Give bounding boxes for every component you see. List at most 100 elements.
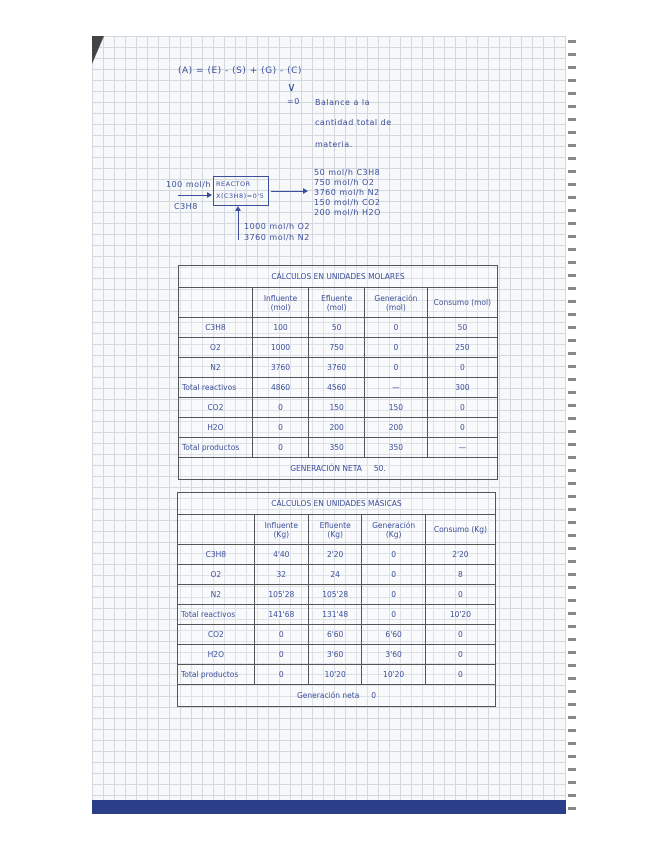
table-cell: 0	[424, 664, 497, 685]
table-cell: 0	[361, 604, 426, 625]
table-title: CÁLCULOS EN UNIDADES MOLARES	[178, 265, 498, 288]
note-line-1: Balance a la	[315, 98, 371, 107]
table-cell: 2'20	[307, 544, 363, 565]
table-cell: 24	[307, 564, 363, 585]
table-row: N2 105'28 105'28 0 0	[177, 584, 497, 605]
table-cell: Total reactivos	[178, 377, 253, 398]
column-header	[177, 514, 255, 545]
reactor-label: REACTOR	[216, 180, 251, 188]
table-cell: 8	[424, 564, 497, 585]
table-cell: 0	[253, 624, 309, 645]
table-cell: 4560	[308, 377, 366, 398]
table-cell: 0	[361, 544, 426, 565]
table-cell: 0	[251, 437, 310, 458]
table-title: CÁLCULOS EN UNIDADES MÁSICAS	[177, 492, 496, 515]
table-cell: 200	[308, 417, 366, 438]
notebook-cover-edge	[92, 800, 566, 814]
table-cell: 3760	[251, 357, 310, 378]
table-cell: CO2	[177, 624, 255, 645]
air-arrow	[235, 206, 241, 240]
reactor-box	[213, 176, 269, 206]
column-header: Consumo (Kg)	[424, 514, 497, 545]
table-cell: 0	[253, 664, 309, 685]
table-cell: 1000	[251, 337, 310, 358]
table-cell: 350	[308, 437, 366, 458]
input-species: C3H8	[174, 202, 198, 211]
output-arrow	[271, 188, 308, 194]
column-header: Generación (Kg)	[361, 514, 426, 545]
table-row: CO2 0 150 150 0	[178, 397, 499, 418]
table-cell: 0	[364, 317, 428, 338]
table-row: Total productos 0 350 350—	[178, 437, 499, 458]
table-cell: 50	[308, 317, 366, 338]
table-cell: 10'20	[307, 664, 363, 685]
table-cell: C3H8	[177, 544, 255, 565]
table-cell: 131'48	[307, 604, 363, 625]
table-cell: 0	[426, 397, 499, 418]
table-row: Total productos 0 10'20 10'20 0	[177, 664, 497, 685]
input-arrow	[178, 192, 212, 198]
equals-zero: =0	[287, 97, 300, 106]
table-cell: 6'60	[307, 624, 363, 645]
table-cell: 0	[361, 584, 426, 605]
table-cell: 3760	[308, 357, 366, 378]
table-row: O2 1000 750 0 250	[178, 337, 499, 358]
table-cell: 0	[251, 397, 310, 418]
table-cell: 0	[424, 644, 497, 665]
table-cell: N2	[177, 584, 255, 605]
column-header: Efluente (Kg)	[307, 514, 363, 545]
column-header: Consumo (mol)	[426, 287, 499, 318]
table-row: Total reactivos 4860 4560—300	[178, 377, 499, 398]
air-input-o2: 1000 mol/h O2	[244, 222, 311, 231]
table-cell: 4'40	[253, 544, 309, 565]
table-cell: 0	[253, 644, 309, 665]
output-item: 750 mol/h O2	[314, 178, 375, 187]
balance-equation: (A) = (E) - (S) + (G) - (C)	[178, 66, 302, 76]
table-cell: 200	[364, 417, 428, 438]
table-cell: 3'60	[307, 644, 363, 665]
table-row: C3H8 100 50 0 50	[178, 317, 499, 338]
table-row: H2O 0 200 200 0	[178, 417, 499, 438]
table-cell: C3H8	[178, 317, 253, 338]
table-row: H2O 0 3'60 3'60 0	[177, 644, 497, 665]
table-cell: 2'20	[424, 544, 497, 565]
conversion: X(C3H8)=0'5	[216, 192, 265, 200]
table-cell: H2O	[177, 644, 255, 665]
table-footer: GENERACIÓN NETA 50.	[178, 457, 498, 480]
table-cell: 32	[253, 564, 309, 585]
table-cell: —	[426, 437, 499, 458]
footer-label: GENERACIÓN NETA	[290, 464, 362, 473]
table-row: CO2 0 6'60 6'60 0	[177, 624, 497, 645]
table-cell: 50	[426, 317, 499, 338]
table-cell: O2	[178, 337, 253, 358]
table-cell: 300	[426, 377, 499, 398]
table-cell: 250	[426, 337, 499, 358]
table-row: O2 32 24 0 8	[177, 564, 497, 585]
column-header: Influente (mol)	[251, 287, 310, 318]
table-cell: 0	[364, 357, 428, 378]
column-header: Efluente (mol)	[308, 287, 366, 318]
table-cell: CO2	[178, 397, 253, 418]
table-cell: 105'28	[253, 584, 309, 605]
table-cell: O2	[177, 564, 255, 585]
molar-table: CÁLCULOS EN UNIDADES MOLARES Influente (m…	[178, 265, 499, 480]
table-cell: 0	[424, 584, 497, 605]
air-input-n2: 3760 mol/h N2	[244, 233, 310, 242]
table-cell: Total productos	[178, 437, 253, 458]
table-cell: Total productos	[177, 664, 255, 685]
spiral-binding	[568, 40, 576, 810]
table-cell: 150	[364, 397, 428, 418]
table-cell: 0	[426, 357, 499, 378]
table-cell: Total reactivos	[177, 604, 255, 625]
page-corner-shadow	[92, 36, 104, 64]
table-cell: 10'20	[361, 664, 426, 685]
note-line-3: materia.	[315, 140, 353, 149]
table-cell: 0	[361, 564, 426, 585]
mass-table: CÁLCULOS EN UNIDADES MÁSICAS Influente (K…	[177, 492, 497, 707]
note-line-2: cantidad total de	[315, 118, 392, 127]
table-cell: 10'20	[424, 604, 497, 625]
input-flow: 100 mol/h	[166, 180, 211, 189]
table-cell: 0	[424, 624, 497, 645]
table-cell: N2	[178, 357, 253, 378]
table-cell: 3'60	[361, 644, 426, 665]
